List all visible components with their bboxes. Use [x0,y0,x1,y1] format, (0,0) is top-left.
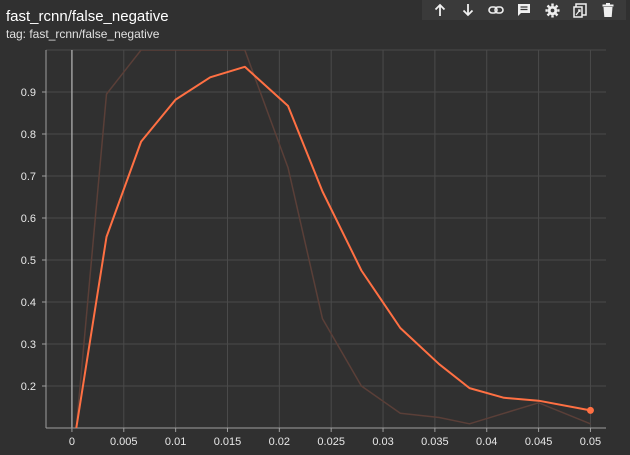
x-tick-label: 0.035 [421,436,449,448]
x-tick-label: 0.05 [580,436,601,448]
x-tick-label: 0.01 [165,436,186,448]
arrow-up-icon [434,3,446,16]
series-line-smoothed [75,65,591,428]
arrow-down-icon [462,4,474,17]
y-tick-label: 0.3 [21,339,36,351]
fit-domain-button[interactable] [569,0,591,20]
y-tick-label: 0.8 [21,129,36,141]
x-tick-label: 0.03 [372,436,393,448]
comment-icon [518,4,530,16]
x-tick-label: 0.005 [110,436,138,448]
card-toolbar [422,0,626,20]
card-title: fast_rcnn/false_negative [6,8,169,25]
x-tick-label: 0.04 [476,436,497,448]
x-tick-label: 0.045 [525,436,553,448]
series-line-raw [75,50,591,428]
delete-button[interactable] [597,0,619,20]
move-down-button[interactable] [457,0,479,20]
settings-button[interactable] [541,0,563,20]
x-tick-label: 0.015 [214,436,242,448]
y-tick-label: 0.6 [21,213,36,225]
x-tick-label: 0 [69,436,75,448]
y-tick-label: 0.4 [21,297,36,309]
last-point-marker [586,406,594,414]
x-tick-label: 0.025 [317,436,345,448]
delete-icon [602,3,614,17]
link-button[interactable] [485,0,507,20]
fit-domain-icon [573,2,587,18]
y-tick-label: 0.7 [21,171,36,183]
comment-button[interactable] [513,0,535,20]
y-tick-label: 0.5 [21,255,36,267]
link-icon [488,6,504,14]
card-tag: tag: fast_rcnn/false_negative [6,27,160,41]
settings-icon [544,2,560,18]
move-up-button[interactable] [429,0,451,20]
y-tick-label: 0.9 [21,87,36,99]
y-tick-label: 0.2 [21,381,36,393]
x-tick-label: 0.02 [269,436,290,448]
